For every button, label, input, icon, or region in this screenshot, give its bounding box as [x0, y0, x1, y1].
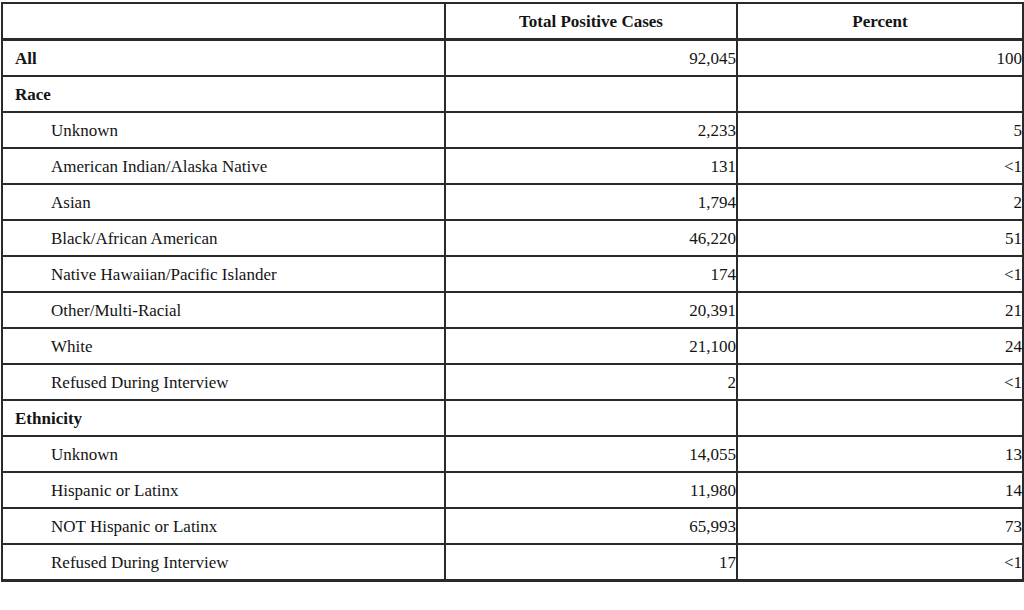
table-row: Race	[2, 76, 1023, 112]
table-body: All92,045100RaceUnknown2,2335American In…	[2, 40, 1023, 581]
percent-cell: 2	[737, 184, 1023, 220]
total-positive-cases-cell: 14,055	[445, 436, 737, 472]
row-label-cell: NOT Hispanic or Latinx	[2, 508, 445, 544]
total-positive-cases-cell: 2	[445, 364, 737, 400]
table-row: Unknown14,05513	[2, 436, 1023, 472]
table-row: White21,10024	[2, 328, 1023, 364]
table-row: Ethnicity	[2, 400, 1023, 436]
percent-cell: 73	[737, 508, 1023, 544]
row-label-cell: Black/African American	[2, 220, 445, 256]
percent-cell: <1	[737, 148, 1023, 184]
percent-cell: 51	[737, 220, 1023, 256]
percent-cell: 21	[737, 292, 1023, 328]
percent-cell: <1	[737, 256, 1023, 292]
table-row: NOT Hispanic or Latinx65,99373	[2, 508, 1023, 544]
total-positive-cases-cell: 92,045	[445, 40, 737, 77]
row-label-cell: Unknown	[2, 112, 445, 148]
table-row: American Indian/Alaska Native131<1	[2, 148, 1023, 184]
percent-cell: 13	[737, 436, 1023, 472]
category-column-header	[2, 3, 445, 40]
total-positive-cases-cell	[445, 400, 737, 436]
percent-cell: 14	[737, 472, 1023, 508]
total-positive-cases-cell: 20,391	[445, 292, 737, 328]
row-label-cell: Hispanic or Latinx	[2, 472, 445, 508]
row-label-cell: Unknown	[2, 436, 445, 472]
table-row: Other/Multi-Racial20,39121	[2, 292, 1023, 328]
total-positive-cases-cell: 1,794	[445, 184, 737, 220]
table-row: Hispanic or Latinx11,98014	[2, 472, 1023, 508]
row-label-cell: Refused During Interview	[2, 544, 445, 581]
percent-cell: 5	[737, 112, 1023, 148]
total-positive-cases-cell	[445, 76, 737, 112]
row-label-cell: All	[2, 40, 445, 77]
percent-cell: 100	[737, 40, 1023, 77]
total-positive-cases-cell: 2,233	[445, 112, 737, 148]
total-positive-cases-cell: 46,220	[445, 220, 737, 256]
row-label-cell: Native Hawaiian/Pacific Islander	[2, 256, 445, 292]
total-positive-cases-cell: 65,993	[445, 508, 737, 544]
row-label-cell: American Indian/Alaska Native	[2, 148, 445, 184]
total-positive-cases-cell: 131	[445, 148, 737, 184]
total-positive-cases-cell: 17	[445, 544, 737, 581]
percent-cell	[737, 400, 1023, 436]
row-label-cell: Race	[2, 76, 445, 112]
percent-cell: 24	[737, 328, 1023, 364]
percent-cell	[737, 76, 1023, 112]
percent-cell: <1	[737, 364, 1023, 400]
row-label-cell: Refused During Interview	[2, 364, 445, 400]
total-positive-cases-cell: 21,100	[445, 328, 737, 364]
row-label-cell: Other/Multi-Racial	[2, 292, 445, 328]
row-label-cell: Ethnicity	[2, 400, 445, 436]
table-row: All92,045100	[2, 40, 1023, 77]
table-row: Refused During Interview17<1	[2, 544, 1023, 581]
percent-column-header: Percent	[737, 3, 1023, 40]
cases-by-race-ethnicity-table: Total Positive Cases Percent All92,04510…	[1, 2, 1024, 582]
total-positive-cases-cell: 174	[445, 256, 737, 292]
table-row: Asian1,7942	[2, 184, 1023, 220]
total-positive-cases-column-header: Total Positive Cases	[445, 3, 737, 40]
table-row: Refused During Interview2<1	[2, 364, 1023, 400]
percent-cell: <1	[737, 544, 1023, 581]
total-positive-cases-cell: 11,980	[445, 472, 737, 508]
row-label-cell: White	[2, 328, 445, 364]
table-row: Native Hawaiian/Pacific Islander174<1	[2, 256, 1023, 292]
table-row: Unknown2,2335	[2, 112, 1023, 148]
header-row: Total Positive Cases Percent	[2, 3, 1023, 40]
table-row: Black/African American46,22051	[2, 220, 1023, 256]
row-label-cell: Asian	[2, 184, 445, 220]
